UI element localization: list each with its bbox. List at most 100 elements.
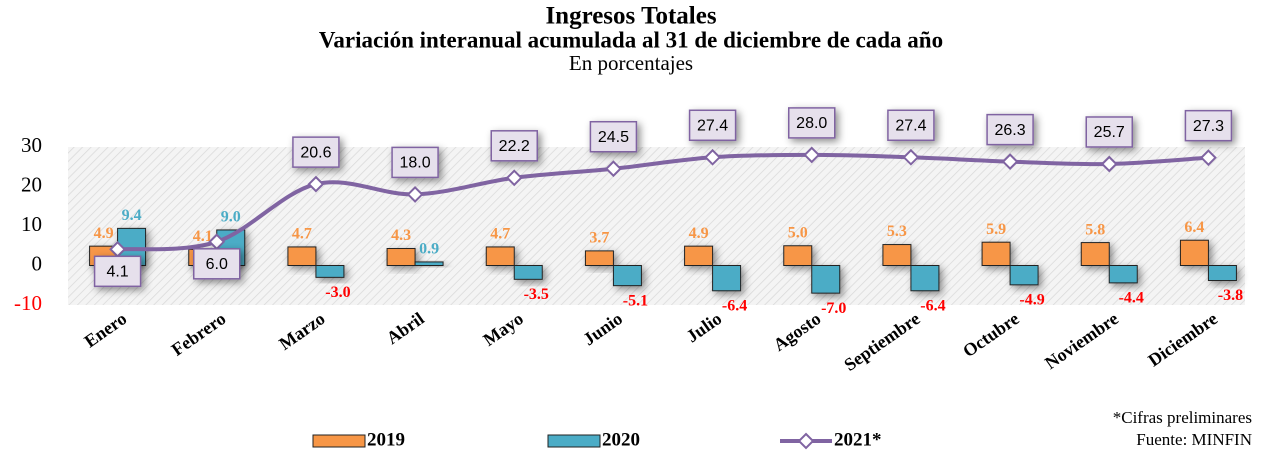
y-tick-label: 20 (21, 172, 42, 196)
bar (1207, 265, 1237, 282)
bar (783, 245, 813, 266)
label-box (292, 136, 340, 168)
data-label: 27.3 (1193, 118, 1224, 135)
data-label: 28.0 (796, 115, 827, 132)
label-box (1184, 109, 1233, 142)
bar (1108, 265, 1138, 284)
label-box (93, 255, 142, 288)
data-label: 9.0 (221, 209, 241, 226)
data-label: 5.3 (887, 223, 907, 240)
data-label: -3.8 (1218, 287, 1243, 304)
label-box (589, 120, 638, 153)
label-box (887, 109, 935, 142)
chart-title: Ingresos Totales (545, 3, 716, 30)
label-box (391, 146, 439, 179)
x-tick-label: Junio (579, 308, 626, 349)
x-tick-label: Marzo (275, 308, 328, 354)
data-label: 4.7 (292, 226, 312, 243)
x-tick-label: Abril (383, 308, 428, 348)
data-label: 5.0 (788, 224, 808, 241)
data-label: -6.4 (722, 297, 747, 314)
marker (307, 175, 325, 193)
label-box (193, 248, 241, 280)
data-label: 27.4 (895, 117, 926, 134)
data-label: 4.1 (106, 264, 128, 281)
data-label: -5.1 (623, 292, 648, 309)
y-tick-label: 0 (32, 251, 43, 275)
bar (386, 248, 416, 266)
marker (605, 160, 622, 178)
data-label: 22.2 (499, 138, 530, 155)
marker (902, 148, 920, 166)
bar (910, 265, 940, 292)
data-label: 6.0 (206, 256, 228, 273)
legend-swatch (312, 434, 366, 448)
bar (315, 265, 345, 278)
x-tick-label: Enero (81, 308, 131, 351)
data-label: 26.3 (995, 122, 1026, 139)
plot-area (68, 147, 1245, 305)
data-label: 0.9 (419, 241, 439, 258)
bar (981, 241, 1011, 267)
bar (287, 246, 317, 266)
marker (704, 148, 721, 166)
data-label: 4.3 (391, 227, 411, 244)
marker (1100, 155, 1118, 173)
label-box (1085, 116, 1133, 148)
legend-label: 2021* (834, 429, 882, 450)
bar (485, 246, 515, 266)
data-label: -7.0 (821, 300, 846, 317)
bar (513, 265, 543, 280)
data-label: 4.1 (193, 228, 213, 245)
data-label: -3.0 (325, 284, 350, 301)
data-label: -4.9 (1019, 292, 1044, 309)
data-label: -6.4 (920, 297, 945, 314)
chart-subtitle: Variación interanual acumulada al 31 de … (319, 27, 943, 52)
x-tick-label: Octubre (959, 308, 1023, 361)
marker (803, 146, 821, 164)
note: Fuente: MINFIN (1136, 430, 1252, 449)
bar (584, 250, 614, 266)
label-box (986, 113, 1034, 146)
x-tick-label: Mayo (479, 308, 527, 350)
data-label: 4.7 (490, 226, 510, 243)
data-label: 27.4 (697, 117, 728, 134)
y-tick-label: 30 (21, 133, 42, 157)
y-tick-label: -10 (14, 291, 42, 315)
data-label: -4.4 (1119, 290, 1144, 307)
legend-label: 2019 (367, 429, 405, 450)
note: *Cifras preliminares (1113, 408, 1252, 427)
bar (684, 245, 714, 267)
data-label: 4.9 (689, 225, 709, 242)
marker (505, 169, 523, 187)
label-box (688, 109, 737, 142)
data-label: -3.5 (524, 286, 549, 303)
x-tick-label: Febrero (168, 308, 230, 360)
label-box (788, 107, 836, 139)
x-tick-label: Agosto (770, 308, 825, 355)
data-label: 5.9 (986, 221, 1006, 238)
marker (406, 185, 424, 203)
bar (712, 265, 742, 292)
data-label: 3.7 (589, 230, 609, 247)
data-label: 24.5 (598, 129, 629, 146)
x-tick-label: Noviembre (1041, 308, 1122, 373)
bar (882, 244, 912, 267)
bar (414, 261, 444, 267)
unit-label: En porcentajes (569, 51, 693, 75)
x-tick-label: Diciembre (1144, 308, 1221, 370)
label-box (490, 130, 538, 162)
bar (1009, 265, 1039, 286)
x-tick-label: Septiembre (840, 308, 923, 375)
data-label: 9.4 (122, 207, 142, 224)
data-label: 25.7 (1094, 124, 1125, 141)
data-label: 6.4 (1184, 219, 1204, 236)
x-tick-label: Julio (683, 308, 726, 346)
bar (612, 265, 642, 287)
data-label: 18.0 (400, 155, 431, 172)
data-label: 5.8 (1085, 221, 1105, 238)
y-tick-label: 10 (21, 212, 42, 236)
marker (1001, 153, 1019, 171)
